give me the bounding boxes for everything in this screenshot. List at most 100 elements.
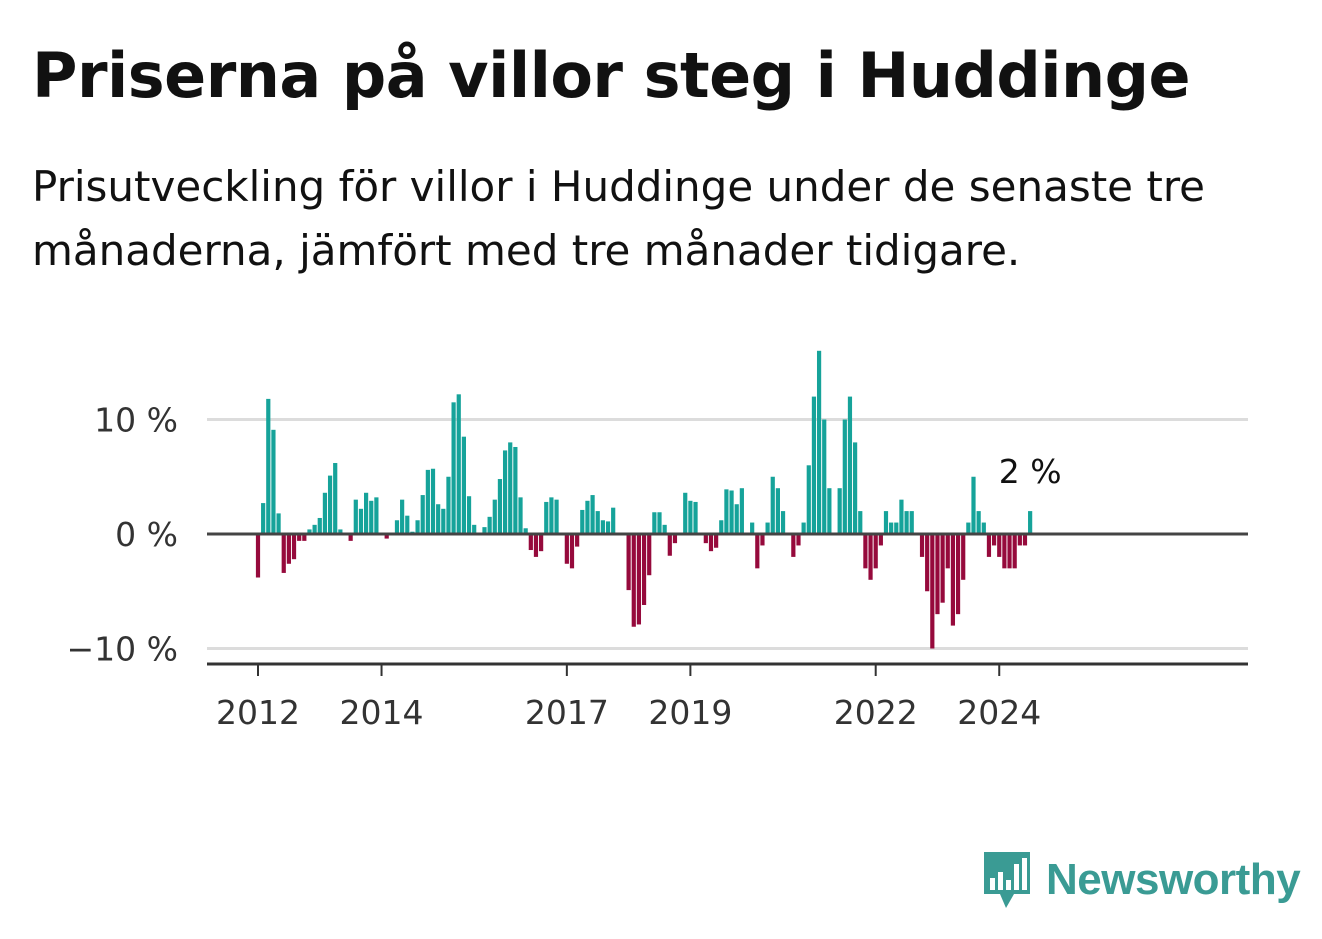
bar — [580, 509, 585, 534]
bar — [919, 534, 925, 557]
bar — [384, 534, 389, 539]
x-tick-label: 2012 — [216, 693, 300, 732]
bar — [286, 534, 291, 564]
bar — [966, 522, 971, 534]
bar — [1012, 534, 1017, 569]
bar — [775, 488, 780, 534]
bar — [456, 394, 461, 534]
bar — [770, 476, 775, 534]
bar — [451, 402, 456, 534]
bar — [322, 492, 328, 534]
bar — [708, 534, 714, 552]
bar — [291, 534, 297, 560]
bar — [539, 534, 544, 552]
bar — [492, 499, 497, 534]
bar — [842, 419, 847, 534]
bar — [940, 534, 945, 603]
x-tick-label: 2022 — [834, 693, 918, 732]
y-axis-ticks: 10 % 0 % −10 % — [67, 401, 179, 669]
bar — [688, 500, 693, 534]
bar — [405, 515, 410, 534]
bar — [925, 534, 930, 592]
bar — [400, 499, 405, 534]
bar — [801, 522, 806, 534]
bar — [528, 534, 533, 551]
bar — [595, 511, 600, 534]
bar — [482, 527, 487, 534]
gridlines — [207, 418, 1248, 650]
bar — [348, 534, 353, 541]
bar — [472, 524, 477, 534]
bar — [909, 511, 914, 534]
bar — [631, 534, 636, 627]
bar — [760, 534, 765, 546]
bar — [276, 513, 281, 534]
bar — [1007, 534, 1012, 569]
x-tick-label: 2019 — [648, 693, 732, 732]
bar — [271, 429, 276, 534]
bar — [750, 522, 755, 534]
bar — [297, 534, 302, 541]
bar — [647, 534, 652, 576]
bar — [544, 501, 549, 534]
bar — [991, 534, 997, 546]
bar — [683, 492, 688, 534]
bar — [636, 534, 642, 625]
chart-title: Priserna på villor steg i Huddinge — [32, 39, 1191, 112]
bar — [904, 511, 909, 534]
bar — [518, 497, 523, 534]
bar — [605, 521, 611, 534]
bar — [703, 534, 708, 544]
bar — [564, 534, 569, 564]
bar — [307, 529, 312, 534]
brand-name: Newsworthy — [1046, 855, 1301, 904]
newsworthy-logo: Newsworthy — [982, 850, 1301, 910]
bar — [791, 534, 796, 557]
bar — [312, 524, 317, 534]
bar — [796, 534, 801, 546]
bar — [930, 534, 935, 649]
bar — [847, 396, 853, 534]
bar — [945, 534, 950, 569]
bar — [693, 501, 698, 534]
bar — [549, 497, 554, 534]
bar — [575, 534, 580, 547]
bar — [266, 398, 271, 534]
bar — [374, 497, 379, 534]
x-tick-label: 2017 — [525, 693, 609, 732]
bar — [364, 492, 369, 534]
bar — [667, 534, 672, 556]
bar — [302, 534, 307, 541]
bar — [394, 520, 400, 534]
bar — [827, 488, 832, 534]
bar — [641, 534, 647, 605]
bar — [894, 522, 899, 534]
bar — [415, 520, 420, 534]
bar — [497, 479, 503, 534]
bar-chart: 10 % 0 % −10 % 2012 2014 2017 2019 2022 2024 2 … — [67, 350, 1248, 732]
bar — [976, 511, 981, 534]
bar — [935, 534, 940, 615]
bar — [461, 436, 466, 534]
bar — [333, 463, 338, 534]
bar — [590, 495, 595, 534]
bar — [868, 534, 873, 580]
y-tick-label: 0 % — [115, 515, 178, 554]
bar — [822, 419, 827, 534]
bar — [652, 512, 657, 534]
bar — [554, 499, 559, 534]
bar — [600, 520, 605, 534]
bar — [420, 495, 425, 534]
bar — [955, 534, 961, 615]
bar — [513, 446, 518, 534]
bar — [719, 520, 724, 534]
bar — [508, 442, 513, 534]
bar — [837, 488, 842, 534]
bar — [626, 534, 631, 591]
bar — [569, 534, 575, 569]
bar — [436, 504, 441, 534]
bar — [889, 522, 894, 534]
bar — [662, 524, 667, 534]
bar — [338, 529, 343, 534]
bar — [981, 522, 986, 534]
